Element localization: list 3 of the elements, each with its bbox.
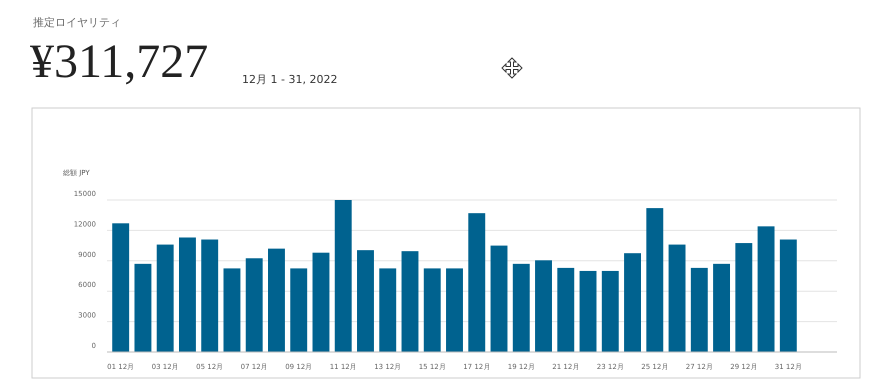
text: 12月 1 - 31, 2022 (242, 73, 338, 86)
chart-title: 推定ロイヤリティ (33, 16, 121, 29)
chart-subtitle: ¥311,727 (30, 35, 208, 88)
